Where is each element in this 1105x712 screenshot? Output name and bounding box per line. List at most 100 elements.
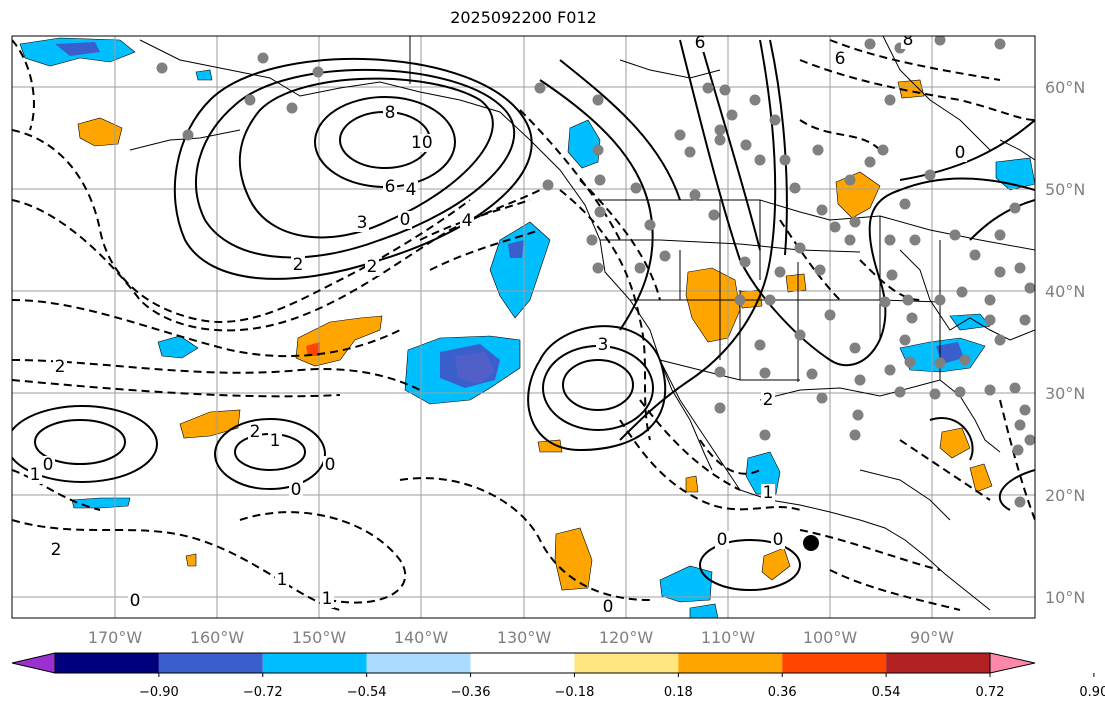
station-dot [894, 386, 906, 398]
station-dot [312, 66, 324, 78]
colorbar-box [470, 653, 575, 673]
station-dot [994, 334, 1006, 346]
station-dot [814, 264, 826, 276]
lat-axis-labels: 60°N 50°N 40°N 30°N 20°N 10°N [1045, 78, 1085, 607]
station-dot [1009, 382, 1021, 394]
lon-label-140w: 140°W [394, 628, 449, 647]
colorbar-box [55, 653, 159, 673]
station-dot [644, 219, 656, 231]
contour-label-bg [771, 531, 785, 549]
colorbar-tick-label: −0.36 [451, 685, 491, 700]
lon-label-100w: 100°W [803, 628, 858, 647]
station-dot [257, 52, 269, 64]
station-dot [816, 204, 828, 216]
colorbar-box [366, 653, 471, 673]
station-dot [739, 256, 751, 268]
station-dot [844, 234, 856, 246]
station-dot [984, 384, 996, 396]
station-dot [630, 182, 642, 194]
station-dot [1019, 314, 1031, 326]
station-dot [592, 94, 604, 106]
station-dot [719, 84, 731, 96]
contour-label: 8 [903, 30, 914, 50]
contour-label: 0 [773, 530, 784, 550]
station-dot [592, 144, 604, 156]
station-dot [844, 174, 856, 186]
station-dot [759, 367, 771, 379]
contour-label-bg [355, 214, 369, 232]
station-dot [714, 134, 726, 146]
contour-label: 8 [385, 103, 396, 123]
station-dot [754, 339, 766, 351]
station-dot [754, 154, 766, 166]
station-dot [902, 294, 914, 306]
station-dot [769, 114, 781, 126]
station-dot [994, 229, 1006, 241]
station-dot [714, 124, 726, 136]
contour-label: 2 [51, 540, 62, 560]
colorbar-tick-label: −0.90 [139, 685, 179, 700]
colorbar-box [678, 653, 783, 673]
station-dot [886, 269, 898, 281]
contour-label-bg [383, 104, 397, 122]
contour-label: 0 [400, 210, 411, 230]
station-dot [1014, 496, 1026, 508]
station-dot [884, 94, 896, 106]
contour-label-bg [320, 590, 334, 608]
station-dot [812, 144, 824, 156]
station-dot [956, 286, 968, 298]
station-dot [934, 294, 946, 306]
station-dot [594, 206, 606, 218]
lon-label-170w: 170°W [88, 628, 143, 647]
contour-label-bg [596, 336, 610, 354]
station-dot [929, 388, 941, 400]
station-dot [934, 36, 946, 46]
station-dot [909, 234, 921, 246]
station-dot [849, 429, 861, 441]
contour-label: 2 [55, 357, 66, 377]
station-dot [852, 409, 864, 421]
station-dot [244, 94, 256, 106]
lat-label-40n: 40°N [1045, 282, 1085, 301]
station-dot [794, 242, 806, 254]
colorbar-box [158, 653, 263, 673]
contour-label-bg [248, 423, 262, 441]
colorbar-frame [54, 652, 991, 674]
colorbar: −0.90 −0.72 −0.54 −0.36 −0.18 0.18 0.36 0.54 0.7… [11, 652, 1105, 700]
contour-label: 6 [695, 33, 706, 53]
station-dot [954, 386, 966, 398]
contour-label-bg [28, 466, 42, 484]
station-dot [994, 266, 1006, 278]
station-dot [714, 366, 726, 378]
station-dot [674, 129, 686, 141]
contour-label-bg [53, 358, 67, 376]
lat-label-60n: 60°N [1045, 78, 1085, 97]
station-dot [899, 334, 911, 346]
lon-label-160w: 160°W [190, 628, 245, 647]
station-dot [592, 262, 604, 274]
contour-label: 0 [955, 143, 966, 163]
contour-label: 1 [322, 589, 333, 609]
contour-label: 0 [717, 530, 728, 550]
contour-label: 2 [293, 255, 304, 275]
contour-label: 0 [603, 597, 614, 617]
station-dot [659, 250, 671, 262]
contour-label-bg [275, 571, 289, 589]
contour-label-bg [460, 212, 474, 230]
colorbar-box [574, 653, 679, 673]
colorbar-box [886, 653, 990, 673]
shaded-regions [19, 37, 1035, 618]
contour-label-bg [128, 592, 142, 610]
contour-label-bg [404, 181, 418, 199]
colorbar-box [262, 653, 367, 673]
station-dot [1019, 404, 1031, 416]
contour-label-bg [953, 144, 967, 162]
station-dot [884, 364, 896, 376]
station-dot [789, 182, 801, 194]
station-dot [586, 234, 598, 246]
colorbar-tick-label: 0.36 [768, 685, 797, 700]
colorbar-tick-label: 0.54 [872, 685, 901, 700]
station-dot [864, 38, 876, 50]
station-dot [849, 216, 861, 228]
